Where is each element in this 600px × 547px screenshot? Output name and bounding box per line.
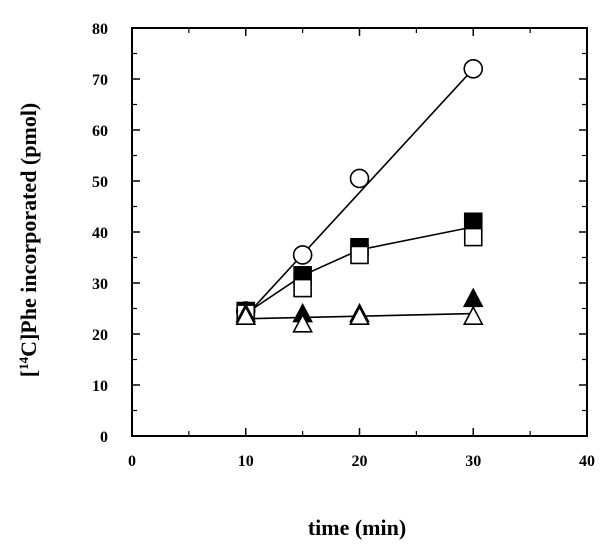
y-tick-label: 70 [92, 72, 108, 89]
marker-square-open [350, 245, 369, 265]
y-axis-title-post: C]Phe incorporated (pmol) [16, 103, 41, 357]
plot-frame [131, 27, 588, 437]
y-axis-title-pre: [ [16, 370, 41, 377]
y-axis-title-sup: 14 [16, 356, 31, 370]
marker-circle-open [292, 245, 313, 265]
x-tick-label: 0 [128, 453, 136, 470]
y-tick-label: 40 [92, 225, 108, 242]
y-tick-label: 30 [92, 276, 108, 293]
fit-lines [245, 68, 474, 320]
y-axis-title: [14C]Phe incorporated (pmol) [16, 103, 41, 378]
data-markers [235, 59, 484, 333]
y-tick-label: 10 [92, 378, 108, 395]
fit-line-square-filled [245, 226, 474, 315]
y-tick-label: 0 [100, 429, 108, 446]
marker-triangle-open [349, 305, 370, 325]
marker-triangle-filled [462, 287, 484, 308]
marker-triangle-open [292, 313, 313, 333]
x-tick-label: 30 [465, 453, 481, 470]
x-tick-label: 20 [352, 453, 368, 470]
y-tick-label: 60 [92, 123, 108, 140]
marker-square-open [293, 278, 312, 298]
x-tick-label: 40 [579, 453, 595, 470]
y-tick-label: 50 [92, 174, 108, 191]
x-tick-label: 10 [238, 453, 254, 470]
x-axis-title: time (min) [308, 515, 406, 540]
marker-circle-open [349, 168, 370, 189]
y-tick-label: 20 [92, 327, 108, 344]
y-tick-label: 80 [92, 21, 108, 38]
marker-square-open [463, 227, 483, 247]
marker-triangle-open [462, 305, 484, 325]
marker-square-filled [463, 212, 483, 232]
marker-triangle-open [235, 305, 257, 325]
fit-line-circle-open [245, 68, 474, 317]
axes: 0 10 20 30 40 50 60 70 80 0 10 20 30 40 [92, 21, 595, 470]
marker-circle-open [463, 59, 484, 79]
